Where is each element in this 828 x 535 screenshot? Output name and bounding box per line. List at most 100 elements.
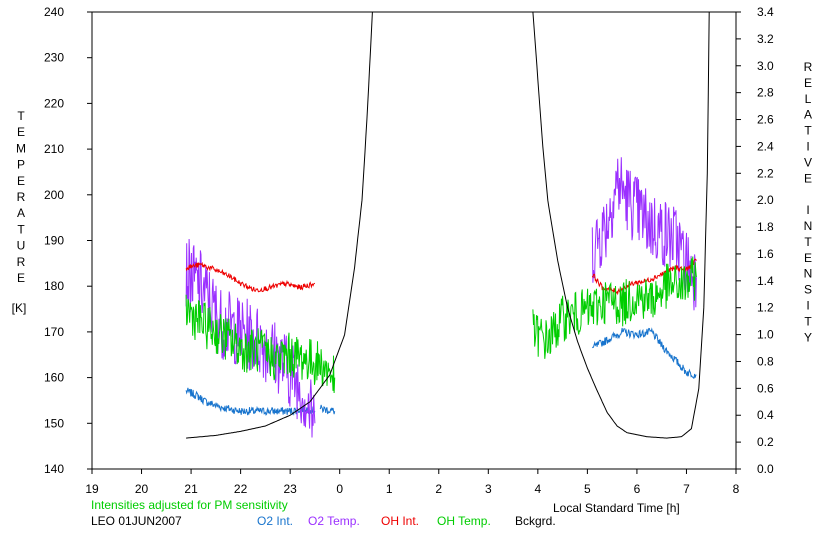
- right-title-letter: S: [804, 283, 812, 297]
- x-axis-label: Local Standard Time [h]: [553, 501, 680, 515]
- series-oh-temp: [185, 256, 697, 394]
- right-tick-label: 2.0: [757, 193, 774, 207]
- x-tick-label: 8: [733, 482, 740, 496]
- left-tick-label: 170: [44, 325, 64, 339]
- x-tick-label: 1: [386, 482, 393, 496]
- right-tick-label: 1.2: [757, 301, 774, 315]
- left-title-letter: T: [17, 222, 25, 236]
- series-bckgrd: [186, 11, 710, 439]
- series-line-segment: [532, 256, 697, 359]
- left-tick-label: 150: [44, 416, 64, 430]
- axes-frame: [91, 11, 737, 470]
- left-title-letter: U: [17, 239, 26, 253]
- right-tick-label: 2.6: [757, 113, 774, 127]
- right-title-letter: I: [806, 140, 809, 154]
- right-title-letter: A: [804, 108, 812, 122]
- left-tick-label: 180: [44, 279, 64, 293]
- series-line-segment: [186, 11, 373, 439]
- legend-oh-temp: OH Temp.: [437, 514, 491, 528]
- right-title-letter: L: [805, 92, 812, 106]
- legend-oh-int: OH Int.: [381, 514, 420, 528]
- left-tick-label: 240: [44, 5, 64, 19]
- series-line-segment: [591, 327, 697, 379]
- right-tick-label: 0.6: [757, 381, 774, 395]
- right-title-letter: I: [806, 299, 809, 313]
- legend-bckgrd: Bckgrd.: [515, 514, 556, 528]
- right-tick-label: 2.2: [757, 166, 774, 180]
- x-tick-label: 3: [485, 482, 492, 496]
- right-title-letter: R: [804, 60, 813, 74]
- right-title-letter: Y: [804, 330, 812, 344]
- left-tick-label: 160: [44, 371, 64, 385]
- series-line-segment: [319, 404, 336, 415]
- x-tick-label: 0: [336, 482, 343, 496]
- right-tick-label: 2.4: [757, 139, 774, 153]
- right-title-letter: E: [804, 76, 812, 90]
- left-tick-label: 200: [44, 188, 64, 202]
- x-tick-label: 5: [584, 482, 591, 496]
- right-title-letter: I: [806, 203, 809, 217]
- x-tick-label: 21: [184, 482, 198, 496]
- series-layer: [185, 11, 710, 439]
- right-axis-ticks: 0.0 0.2 0.4 0.6 0.8 1.0 1.2 1.4 1.6 1.8 2.0 2.2 2.4 2…: [736, 5, 774, 476]
- right-tick-label: 1.0: [757, 328, 774, 342]
- right-title-letter: N: [804, 267, 813, 281]
- right-title-letter: E: [804, 171, 812, 185]
- adjustment-note: Intensities adjusted for PM sensitivity: [91, 498, 288, 512]
- right-title-letter: N: [804, 219, 813, 233]
- left-title-letter: E: [17, 271, 25, 285]
- x-tick-label: 2: [435, 482, 442, 496]
- left-title-letter: A: [17, 206, 25, 220]
- legend-o2-int: O2 Int.: [257, 514, 294, 528]
- right-tick-label: 0.8: [757, 354, 774, 368]
- x-axis-ticks: 19 20 21 22 23 0 1 2 3 4 5 6 7 8: [85, 469, 740, 496]
- series-line-segment: [185, 261, 315, 293]
- left-title-letter: M: [16, 141, 26, 155]
- x-tick-label: 23: [283, 482, 297, 496]
- right-tick-label: 0.2: [757, 435, 774, 449]
- left-tick-label: 140: [44, 462, 64, 476]
- left-title-letter: P: [17, 158, 25, 172]
- left-title-letter: R: [17, 190, 26, 204]
- x-tick-label: 22: [234, 482, 248, 496]
- series-o2-int: [185, 327, 697, 416]
- left-tick-label: 230: [44, 51, 64, 65]
- left-tick-label: 210: [44, 142, 64, 156]
- right-title-letter: E: [804, 251, 812, 265]
- series-line-segment: [185, 238, 316, 438]
- right-tick-label: 1.6: [757, 247, 774, 261]
- x-tick-label: 4: [535, 482, 542, 496]
- right-tick-label: 3.0: [757, 59, 774, 73]
- right-tick-label: 1.4: [757, 274, 774, 288]
- right-tick-label: 1.8: [757, 220, 774, 234]
- left-axis-ticks: 140 150 160 170 180 190 200 210 220 230 240: [44, 5, 92, 476]
- series-line-segment: [591, 157, 697, 311]
- right-tick-label: 3.2: [757, 32, 774, 46]
- left-title-letter: T: [17, 109, 25, 123]
- series-line-segment: [185, 294, 336, 394]
- x-tick-label: 7: [683, 482, 690, 496]
- right-tick-label: 0.0: [757, 462, 774, 476]
- right-title-letter: T: [804, 124, 812, 138]
- station-label: LEO 01JUN2007: [91, 514, 182, 528]
- left-title-letter: E: [17, 125, 25, 139]
- left-tick-label: 220: [44, 96, 64, 110]
- series-line-segment: [532, 11, 710, 439]
- right-title-letter: T: [804, 314, 812, 328]
- legend-o2-temp: O2 Temp.: [308, 514, 360, 528]
- right-title-letter: V: [804, 155, 812, 169]
- x-tick-label: 20: [135, 482, 149, 496]
- left-axis-unit: [K]: [12, 301, 27, 315]
- right-title-letter: T: [804, 235, 812, 249]
- left-tick-label: 190: [44, 234, 64, 248]
- left-title-letter: E: [17, 174, 25, 188]
- x-tick-label: 6: [634, 482, 641, 496]
- right-tick-label: 0.4: [757, 408, 774, 422]
- x-tick-label: 19: [85, 482, 99, 496]
- series-line-segment: [185, 387, 316, 416]
- right-tick-label: 3.4: [757, 5, 774, 19]
- series-o2-temp: [185, 157, 697, 438]
